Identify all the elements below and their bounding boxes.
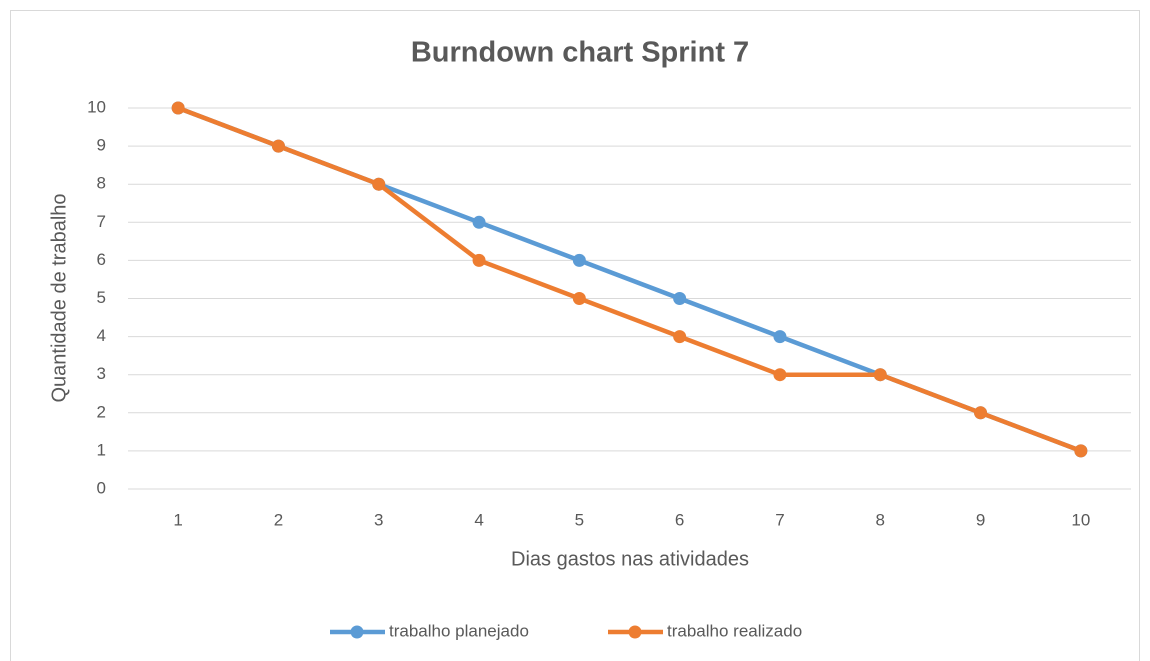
- y-tick-label: 0: [97, 478, 106, 497]
- y-axis-title: Quantidade de trabalho: [48, 193, 70, 402]
- y-tick-label: 2: [97, 402, 106, 421]
- legend-label: trabalho planejado: [389, 621, 529, 640]
- y-tick-label: 8: [97, 174, 106, 193]
- data-point: [572, 292, 586, 305]
- data-point: [873, 368, 887, 382]
- legend-label: trabalho realizado: [667, 621, 802, 640]
- x-tick-label: 8: [876, 510, 885, 529]
- data-point: [1074, 444, 1088, 458]
- chart-title: Burndown chart Sprint 7: [411, 37, 749, 69]
- x-axis-title: Dias gastos nas atividades: [511, 548, 749, 570]
- x-tick-label: 10: [1071, 510, 1090, 529]
- data-point: [673, 292, 687, 305]
- data-point: [773, 330, 787, 344]
- data-point: [472, 253, 486, 267]
- y-tick-label: 4: [97, 326, 106, 345]
- x-tick-label: 5: [575, 510, 584, 529]
- data-point: [271, 139, 285, 153]
- y-tick-label: 5: [97, 288, 106, 307]
- x-tick-label: 7: [775, 510, 784, 529]
- legend-marker: [628, 625, 642, 639]
- y-tick-label: 9: [97, 136, 106, 155]
- x-tick-label: 4: [474, 510, 483, 529]
- series-line: [175, 105, 1084, 454]
- chart-border: [10, 10, 1140, 661]
- data-point: [572, 253, 586, 267]
- y-tick-label: 6: [97, 250, 106, 269]
- x-tick-label: 2: [274, 510, 283, 529]
- data-point: [472, 215, 486, 229]
- y-tick-label: 10: [87, 97, 106, 116]
- legend-marker: [350, 625, 364, 639]
- y-tick-label: 7: [97, 212, 106, 231]
- x-tick-label: 6: [675, 510, 684, 529]
- data-point: [171, 101, 185, 115]
- y-tick-label: 1: [97, 440, 106, 459]
- y-tick-label: 3: [97, 364, 106, 383]
- data-point: [773, 368, 787, 382]
- x-tick-label: 3: [374, 510, 383, 529]
- data-point: [974, 406, 988, 420]
- x-tick-label: 1: [173, 510, 182, 529]
- x-tick-label: 9: [976, 510, 985, 529]
- data-point: [372, 177, 386, 191]
- data-point: [673, 330, 687, 344]
